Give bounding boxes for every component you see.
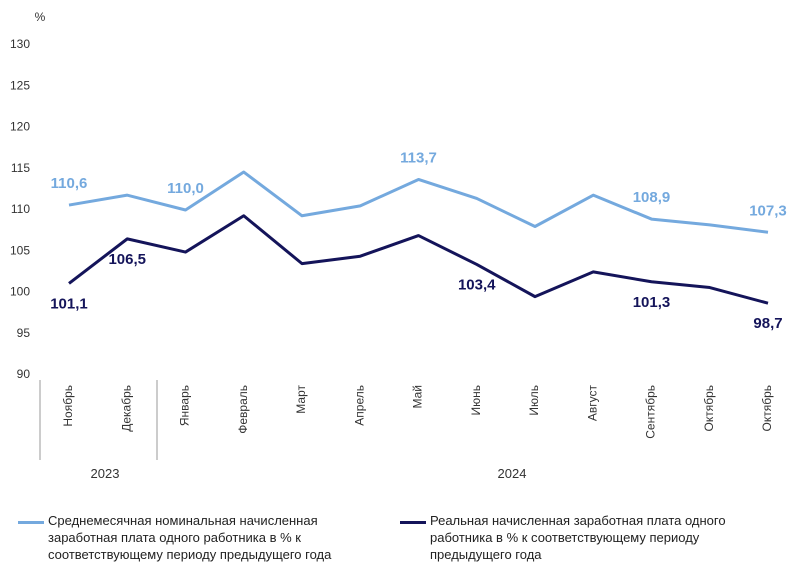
data-label: 98,7 [753,315,782,332]
x-tick-label: Август [585,385,599,422]
x-tick-label: Октябрь [760,385,774,432]
data-label: 110,0 [167,180,204,197]
legend-label: Реальная начисленная заработная плата од… [430,513,726,562]
x-tick-label: Июль [527,385,541,416]
x-tick-label: Январь [178,385,192,426]
year-label: 2024 [498,466,527,481]
data-label: 101,3 [633,294,671,311]
x-tick-label: Декабрь [119,385,133,432]
x-tick-label: Июнь [469,385,483,416]
data-label: 108,9 [633,189,671,206]
y-tick-label: 105 [10,243,30,257]
x-tick-label: Сентябрь [644,385,658,439]
data-label: 113,7 [400,149,437,166]
legend-swatch [18,521,44,524]
x-tick-label: Февраль [236,385,250,434]
data-label: 110,6 [51,175,88,192]
x-tick-label: Апрель [352,385,366,426]
y-tick-label: 130 [10,37,30,51]
y-tick-label: 95 [17,326,31,340]
legend-label: Среднемесячная номинальная начисленная з… [48,513,332,562]
data-label: 107,3 [749,202,787,219]
y-tick-label: 110 [11,202,30,216]
series-line [68,170,769,234]
x-tick-label: Май [411,385,425,409]
legend-swatch [400,521,426,524]
y-tick-label: 125 [10,78,30,92]
x-tick-label: Ноябрь [61,385,75,427]
y-tick-label: 90 [17,367,31,381]
x-tick-label: Октябрь [702,385,716,432]
year-label: 2023 [91,466,120,481]
data-label: 101,1 [50,295,88,312]
y-unit: % [35,10,46,24]
y-tick-label: 115 [11,161,30,175]
data-label: 103,4 [458,276,496,293]
x-tick-label: Март [294,385,308,414]
chart: % 90 95 100 105 110 115 120 125 130 Ноябрь Декабрь… [10,10,787,481]
series-line [68,214,769,305]
y-tick-label: 100 [10,285,30,299]
data-label: 106,5 [108,251,146,268]
y-tick-label: 120 [10,120,30,134]
